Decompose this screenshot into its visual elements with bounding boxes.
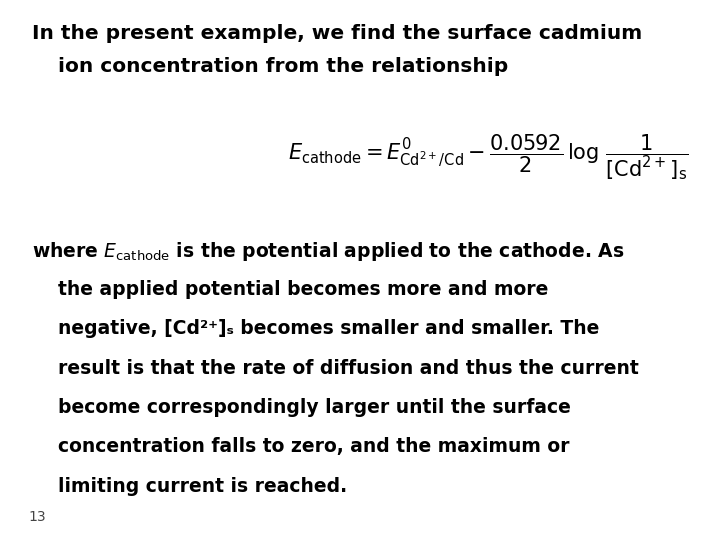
Text: 13: 13 [29,510,46,524]
Text: In the present example, we find the surface cadmium: In the present example, we find the surf… [32,24,643,43]
Text: result is that the rate of diffusion and thus the current: result is that the rate of diffusion and… [32,359,639,377]
Text: limiting current is reached.: limiting current is reached. [32,477,348,496]
Text: $E_{\mathrm{cathode}} = E^{0}_{\mathrm{Cd^{2+}/Cd}} - \dfrac{0.0592}{2}\,\log\,\: $E_{\mathrm{cathode}} = E^{0}_{\mathrm{C… [288,132,688,182]
Text: ion concentration from the relationship: ion concentration from the relationship [58,57,508,76]
Text: concentration falls to zero, and the maximum or: concentration falls to zero, and the max… [32,437,570,456]
Text: negative, [Cd²⁺]ₛ becomes smaller and smaller. The: negative, [Cd²⁺]ₛ becomes smaller and sm… [32,319,600,338]
Text: where $E_{\mathrm{cathode}}$ is the potential applied to the cathode. As: where $E_{\mathrm{cathode}}$ is the pote… [32,240,625,264]
Text: the applied potential becomes more and more: the applied potential becomes more and m… [32,280,549,299]
Text: become correspondingly larger until the surface: become correspondingly larger until the … [32,398,571,417]
